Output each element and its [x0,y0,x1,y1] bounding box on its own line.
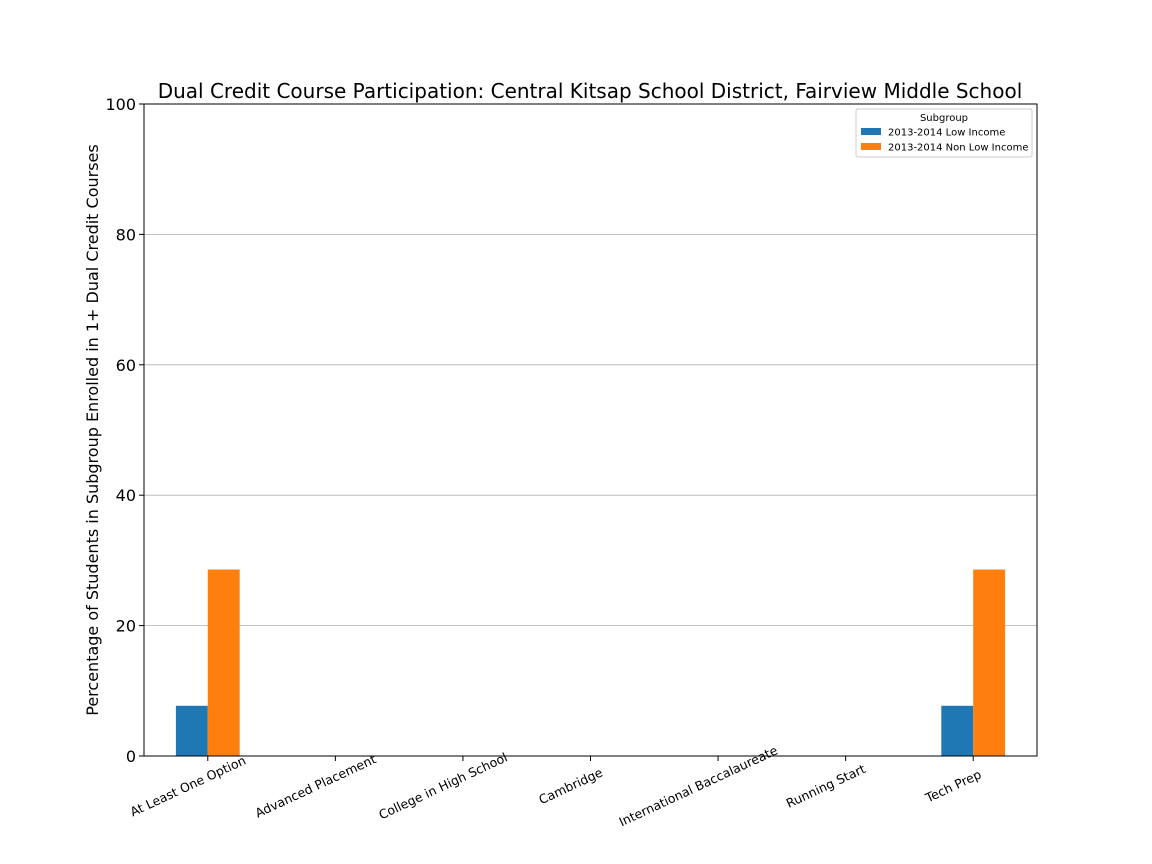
y-tick-label: 100 [105,95,136,114]
y-tick-label: 0 [126,747,136,766]
legend: Subgroup 2013-2014 Low Income 2013-2014 … [855,108,1033,158]
bars [175,569,1006,756]
plot-frame [143,103,1038,757]
legend-label-non-low-income: 2013-2014 Non Low Income [888,143,1028,154]
legend-box [855,108,1033,158]
legend-swatch-low-income [861,128,881,135]
y-tick-label: 40 [116,486,136,505]
chart-title: Dual Credit Course Participation: Centra… [158,79,1023,103]
grid-lines [144,233,1037,626]
y-tick-label: 80 [116,225,136,244]
x-tick-label: College in High School [376,750,509,823]
y-axis-label: Percentage of Students in Subgroup Enrol… [83,144,102,715]
x-tick-label: Running Start [784,761,868,811]
x-axis-ticks: At Least One Option Advanced PlacementCol… [128,742,984,829]
legend-label-low-income: 2013-2014 Low Income [888,128,1005,139]
x-tick-label: Tech Prep [922,766,983,805]
y-axis-ticks: 0 20 40 60 80 100 [105,95,144,766]
y-tick-label: 20 [116,617,136,636]
legend-swatch-non-low-income [861,143,881,150]
x-tick-label: Cambridge [536,764,605,807]
bar-non-low-income [207,569,240,756]
legend-title: Subgroup [920,113,968,124]
bar-low-income [941,705,974,756]
bar-low-income [175,705,208,756]
x-tick-label: Advanced Placement [253,751,379,820]
x-tick-label: At Least One Option [128,753,248,820]
y-tick-label: 60 [116,356,136,375]
bar-non-low-income [973,569,1006,756]
x-tick-label: International Baccalaureate [616,742,780,829]
